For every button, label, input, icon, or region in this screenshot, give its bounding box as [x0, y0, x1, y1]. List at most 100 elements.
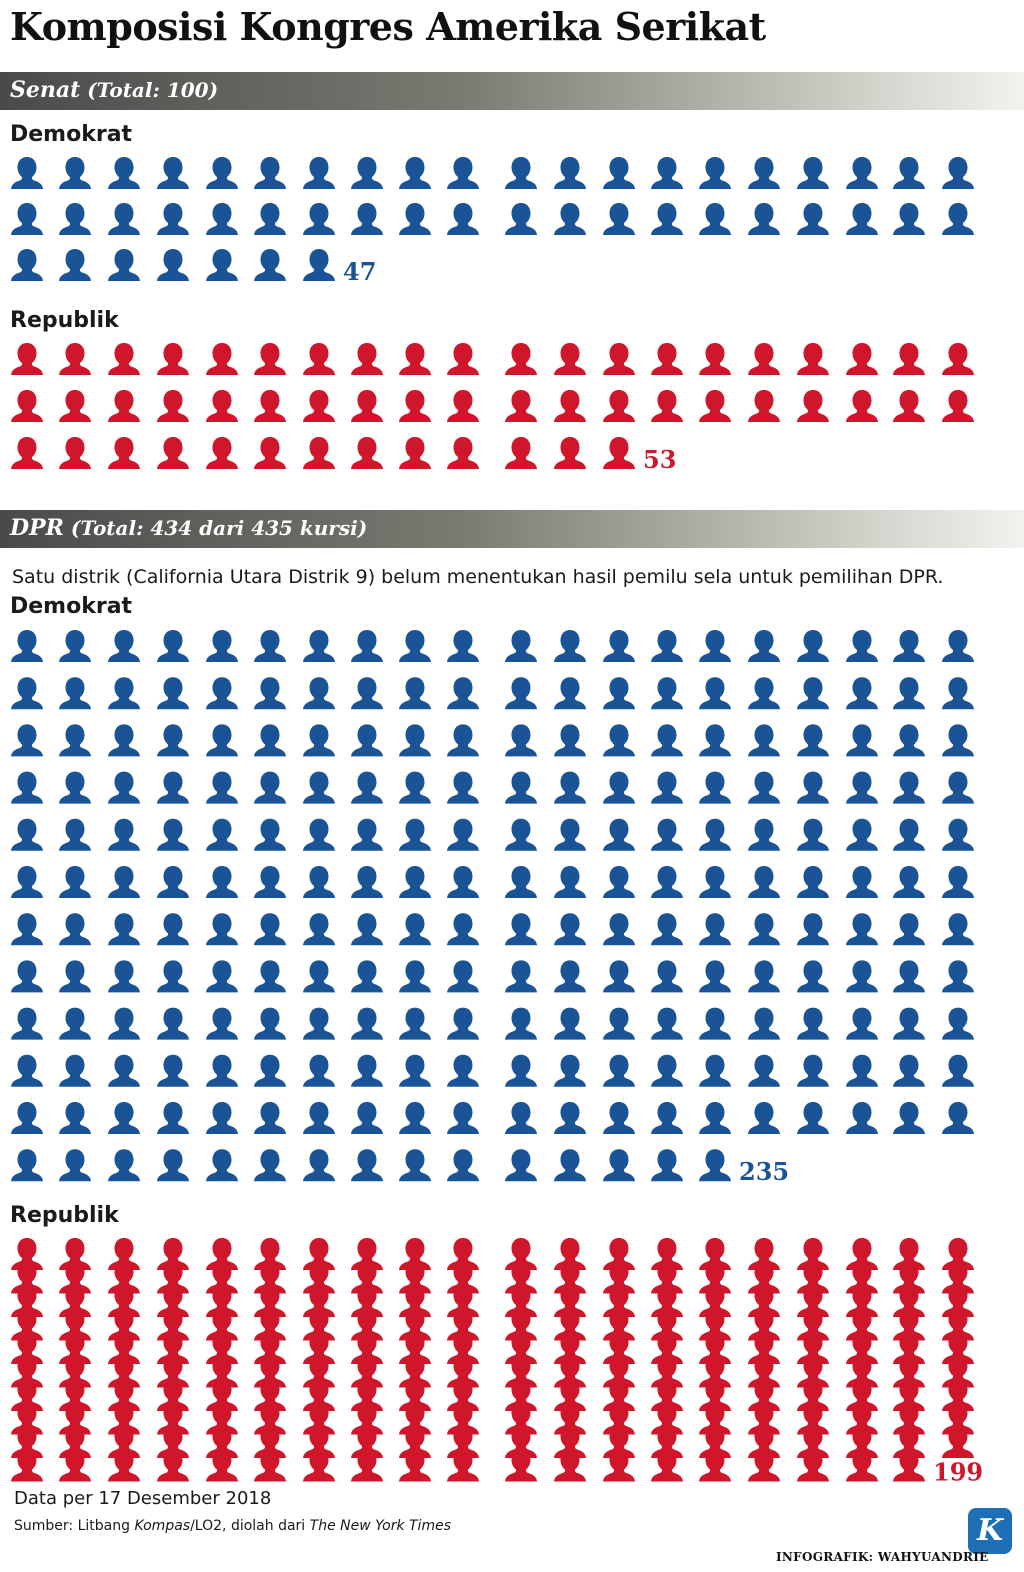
senate-dem-person-icon [699, 203, 731, 235]
house-rep-person-icon [554, 1332, 586, 1364]
house-rep-person-icon [846, 1379, 878, 1411]
house-rep-person-icon [846, 1449, 878, 1482]
house-rep-person-icon [447, 1285, 479, 1317]
house-rep-person-icon [399, 1285, 431, 1317]
house-rep-person-icon [893, 1449, 925, 1482]
house-rep-person-icon [206, 1261, 238, 1294]
house-rep-person-icon [254, 1402, 286, 1435]
senate-rep-person-icon [254, 343, 286, 375]
senate-rep-person-icon [447, 437, 479, 469]
house-rep-person-icon [748, 1285, 780, 1317]
house-rep-person-icon [846, 1402, 878, 1435]
house-dem-person-icon [206, 771, 238, 804]
house-dem-person-icon [603, 818, 635, 851]
house-rep-person-icon [797, 1402, 829, 1435]
house-dem-person-icon [554, 1149, 586, 1182]
house-dem-person-icon [206, 1007, 238, 1040]
house-rep-person-icon [399, 1332, 431, 1364]
house-rep-person-icon [108, 1402, 140, 1435]
house-rep-person-icon [447, 1426, 479, 1458]
house-rep-person-icon [157, 1379, 189, 1411]
senate-rep-person-icon [942, 343, 974, 375]
house-rep-person-icon [699, 1379, 731, 1411]
house-rep-person-icon [303, 1355, 335, 1388]
house-rep-person-icon [157, 1449, 189, 1482]
senate-rep-person-icon [351, 343, 383, 375]
house-dem-person-icon [505, 677, 537, 710]
house-dem-person-icon [351, 771, 383, 804]
senate-rep-person-icon [651, 390, 683, 422]
house-dem-person-icon [505, 630, 537, 662]
senate-rep-person-icon [554, 343, 586, 375]
house-dem-person-icon [505, 818, 537, 851]
house-rep-person-icon [942, 1308, 974, 1341]
house-rep-person-icon [797, 1285, 829, 1317]
house-rep-person-icon [59, 1402, 91, 1435]
house-dem-person-icon [157, 1054, 189, 1087]
senate-dem-label: Demokrat [10, 122, 133, 147]
senate-rep-person-icon [505, 343, 537, 375]
house-dem-person-icon [351, 724, 383, 757]
house-rep-person-icon [942, 1426, 974, 1458]
house-dem-person-icon [254, 866, 286, 898]
house-rep-person-icon [351, 1355, 383, 1388]
house-dem-person-icon [11, 677, 43, 710]
senate-header-bar: Senat (Total: 100) [0, 72, 1024, 110]
senate-dem-person-icon [893, 203, 925, 235]
house-rep-person-icon [59, 1379, 91, 1411]
house-rep-person-icon [651, 1261, 683, 1294]
house-dem-person-icon [699, 1149, 731, 1182]
house-rep-person-icon [447, 1308, 479, 1341]
house-rep-person-icon [748, 1355, 780, 1388]
house-rep-person-icon [651, 1238, 683, 1270]
house-rep-person-icon [351, 1379, 383, 1411]
house-header-name: DPR [10, 515, 64, 541]
house-dem-person-icon [505, 913, 537, 946]
house-rep-person-icon [942, 1355, 974, 1388]
house-dem-person-icon [399, 724, 431, 757]
senate-dem-person-icon [108, 249, 140, 281]
house-dem-person-icon [699, 1054, 731, 1087]
senate-rep-person-icon [157, 343, 189, 375]
house-rep-person-icon [108, 1332, 140, 1364]
house-rep-person-icon [399, 1238, 431, 1270]
house-dem-person-icon [351, 1007, 383, 1040]
house-rep-person-icon [748, 1308, 780, 1341]
house-dem-person-icon [399, 1054, 431, 1087]
senate-rep-person-icon [505, 390, 537, 422]
house-dem-person-icon [206, 960, 238, 993]
house-dem-person-icon [942, 818, 974, 851]
house-dem-person-icon [554, 724, 586, 757]
house-dem-person-icon [11, 1149, 43, 1182]
senate-dem-person-icon [157, 203, 189, 235]
house-rep-person-icon [942, 1238, 974, 1270]
senate-rep-person-icon [59, 343, 91, 375]
senate-dem-person-icon [59, 203, 91, 235]
senate-rep-person-icon [699, 343, 731, 375]
senate-dem-person-icon [108, 157, 140, 189]
house-dem-person-icon [846, 677, 878, 710]
house-dem-person-icon [157, 724, 189, 757]
house-dem-person-icon [603, 724, 635, 757]
house-rep-person-icon [797, 1238, 829, 1270]
house-rep-person-icon [603, 1332, 635, 1364]
house-dem-person-icon [399, 1007, 431, 1040]
house-dem-person-icon [603, 1054, 635, 1087]
house-rep-person-icon [797, 1449, 829, 1482]
house-dem-person-icon [206, 677, 238, 710]
house-dem-person-icon [59, 818, 91, 851]
house-dem-count: 235 [739, 1157, 789, 1186]
house-rep-person-icon [505, 1332, 537, 1364]
house-dem-person-icon [554, 1102, 586, 1134]
senate-dem-person-icon [797, 157, 829, 189]
house-rep-person-icon [651, 1285, 683, 1317]
house-dem-person-icon [699, 866, 731, 898]
house-dem-person-icon [748, 818, 780, 851]
house-rep-person-icon [351, 1402, 383, 1435]
house-dem-person-icon [505, 960, 537, 993]
house-dem-person-icon [505, 724, 537, 757]
house-dem-person-icon [399, 771, 431, 804]
house-dem-person-icon [351, 818, 383, 851]
house-rep-person-icon [846, 1238, 878, 1270]
house-rep-person-icon [699, 1261, 731, 1294]
